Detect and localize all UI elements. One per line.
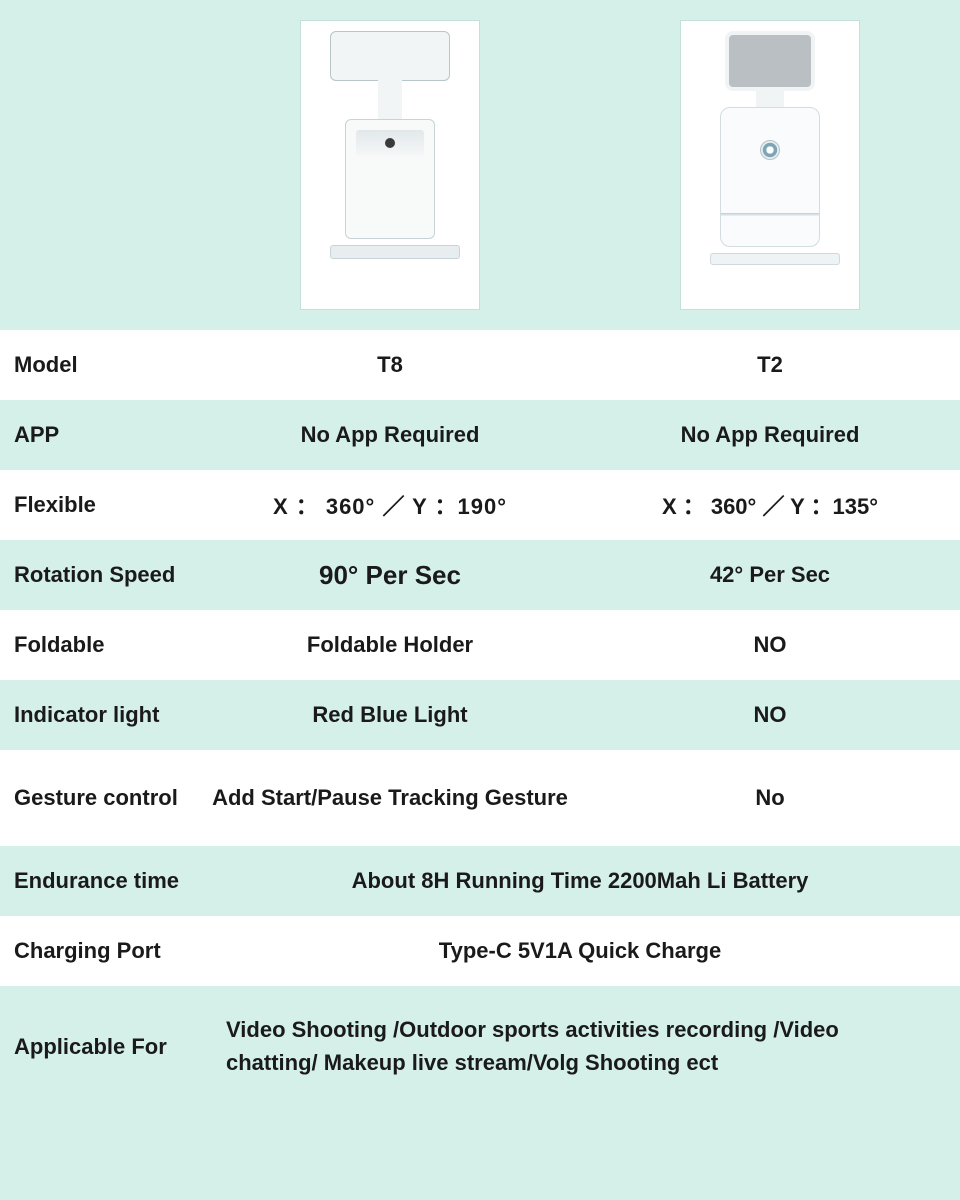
label-foldable: Foldable (0, 632, 200, 658)
value-rotation-speed-t2: 42° Per Sec (580, 562, 960, 588)
image-row-spacer (0, 0, 200, 330)
product-image-row (0, 0, 960, 330)
row-charging-port: Charging Port Type-C 5V1A Quick Charge (0, 916, 960, 986)
row-flexible: Flexible X ： 360° ／ Y ：190° X ： 360° ／ Y… (0, 470, 960, 540)
value-foldable-t2: NO (580, 632, 960, 658)
value-app-t2: No App Required (580, 422, 960, 448)
row-rotation-speed: Rotation Speed 90° Per Sec 42° Per Sec (0, 540, 960, 610)
label-app: APP (0, 422, 200, 448)
product-image-t8-cell (200, 0, 580, 330)
label-rotation-speed: Rotation Speed (0, 562, 200, 588)
value-foldable-t8: Foldable Holder (200, 632, 580, 658)
value-gesture-control-t8: Add Start/Pause Tracking Gesture (200, 784, 580, 812)
value-flexible-t2: X ： 360° ／ Y ：135° (580, 489, 960, 521)
label-gesture-control: Gesture control (0, 785, 200, 811)
label-charging-port: Charging Port (0, 938, 200, 964)
label-applicable-for: Applicable For (0, 1030, 200, 1063)
row-foldable: Foldable Foldable Holder NO (0, 610, 960, 680)
t2-device-icon (710, 31, 830, 265)
value-endurance-time: About 8H Running Time 2200Mah Li Battery (200, 868, 960, 894)
product-image-t2 (680, 20, 860, 310)
product-image-t8 (300, 20, 480, 310)
label-endurance-time: Endurance time (0, 868, 200, 894)
value-gesture-control-t2: No (580, 785, 960, 811)
value-indicator-light-t8: Red Blue Light (200, 702, 580, 728)
value-applicable-for: Video Shooting /Outdoor sports activitie… (200, 1013, 960, 1079)
row-app: APP No App Required No App Required (0, 400, 960, 470)
value-rotation-speed-t8: 90° Per Sec (200, 560, 580, 591)
row-model: Model T8 T2 (0, 330, 960, 400)
row-endurance-time: Endurance time About 8H Running Time 220… (0, 846, 960, 916)
row-gesture-control: Gesture control Add Start/Pause Tracking… (0, 750, 960, 846)
row-applicable-for: Applicable For Video Shooting /Outdoor s… (0, 986, 960, 1106)
value-model-t2: T2 (580, 352, 960, 378)
value-app-t8: No App Required (200, 422, 580, 448)
value-flexible-t8: X ： 360° ／ Y ：190° (200, 489, 580, 521)
value-indicator-light-t2: NO (580, 702, 960, 728)
label-indicator-light: Indicator light (0, 702, 200, 728)
product-image-t2-cell (580, 0, 960, 330)
label-model: Model (0, 352, 200, 378)
value-model-t8: T8 (200, 352, 580, 378)
t8-device-icon (330, 31, 450, 259)
comparison-table: Model T8 T2 APP No App Required No App R… (0, 0, 960, 1106)
label-flexible: Flexible (0, 492, 200, 518)
value-charging-port: Type-C 5V1A Quick Charge (200, 938, 960, 964)
row-indicator-light: Indicator light Red Blue Light NO (0, 680, 960, 750)
